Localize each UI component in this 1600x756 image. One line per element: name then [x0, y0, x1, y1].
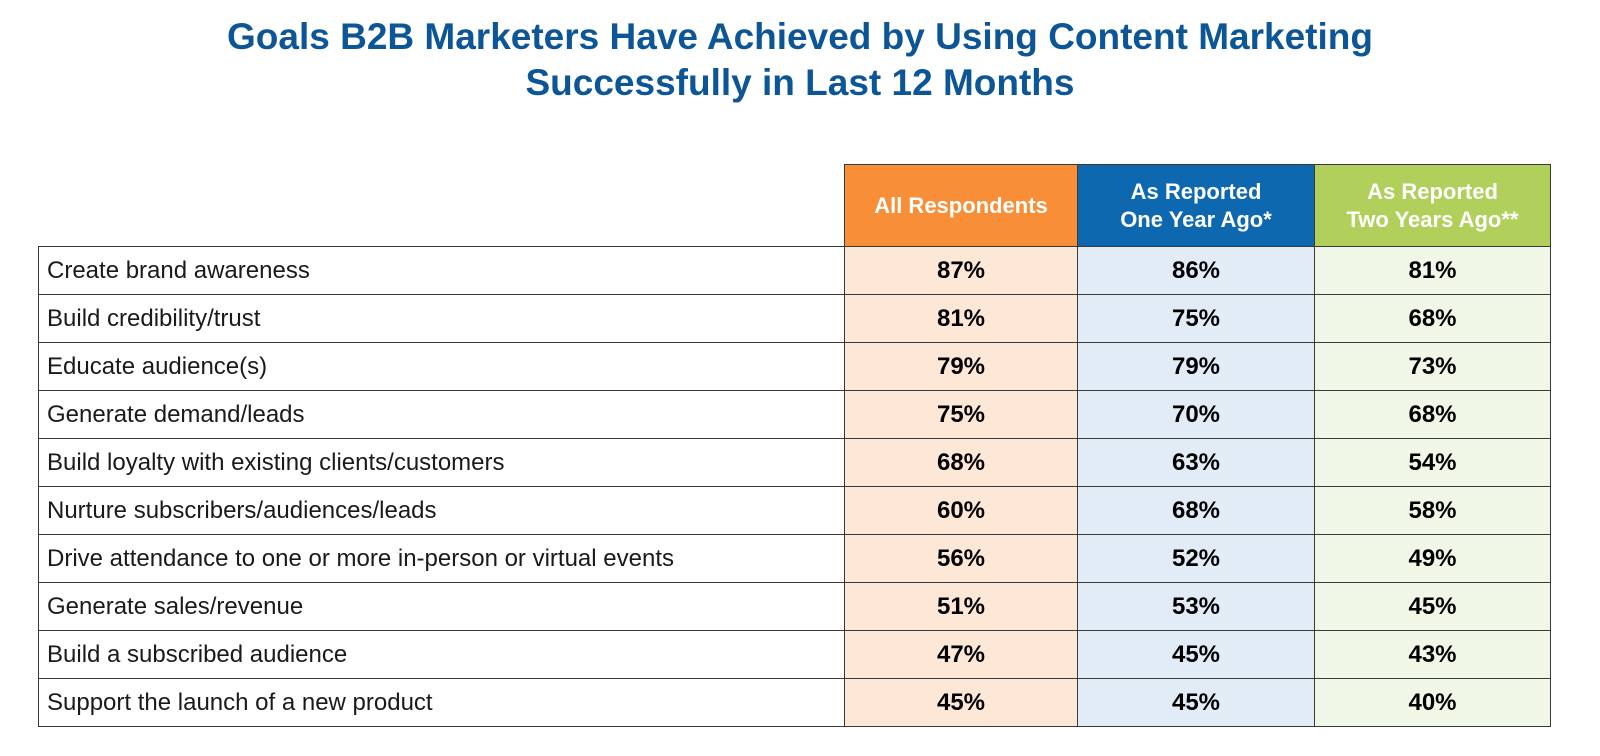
- header-one-year-ago: As Reported One Year Ago*: [1077, 164, 1315, 247]
- value-one-year-ago: 70%: [1077, 390, 1315, 439]
- table-row: Create brand awareness 87% 86% 81%: [38, 246, 1551, 295]
- header-two-years-ago: As Reported Two Years Ago**: [1314, 164, 1551, 247]
- value-one-year-ago: 75%: [1077, 294, 1315, 343]
- value-two-years-ago: 68%: [1314, 294, 1551, 343]
- value-one-year-ago: 45%: [1077, 678, 1315, 727]
- header-one-year-ago-line-2: One Year Ago*: [1120, 206, 1272, 232]
- goal-label: Build credibility/trust: [38, 294, 845, 343]
- header-row: All Respondents As Reported One Year Ago…: [39, 164, 1551, 247]
- table-row: Generate sales/revenue 51% 53% 45%: [38, 582, 1551, 631]
- chart-title-line-2: Successfully in Last 12 Months: [525, 62, 1075, 103]
- value-all-respondents: 81%: [844, 294, 1078, 343]
- value-two-years-ago: 68%: [1314, 390, 1551, 439]
- value-all-respondents: 47%: [844, 630, 1078, 679]
- header-two-years-ago-line-1: As Reported: [1367, 178, 1498, 204]
- value-one-year-ago: 52%: [1077, 534, 1315, 583]
- table-row: Drive attendance to one or more in-perso…: [38, 534, 1551, 583]
- value-two-years-ago: 54%: [1314, 438, 1551, 487]
- table-row: Support the launch of a new product 45% 45…: [38, 678, 1551, 727]
- goal-label: Build a subscribed audience: [38, 630, 845, 679]
- value-all-respondents: 56%: [844, 534, 1078, 583]
- chart-title: Goals B2B Marketers Have Achieved by Usi…: [0, 14, 1600, 106]
- header-all-respondents-label: All Respondents: [874, 192, 1048, 218]
- table-row: Build a subscribed audience 47% 45% 43%: [38, 630, 1551, 679]
- value-two-years-ago: 58%: [1314, 486, 1551, 535]
- header-blank-cell: [39, 165, 845, 247]
- value-two-years-ago: 73%: [1314, 342, 1551, 391]
- value-all-respondents: 60%: [844, 486, 1078, 535]
- value-one-year-ago: 45%: [1077, 630, 1315, 679]
- value-one-year-ago: 79%: [1077, 342, 1315, 391]
- value-all-respondents: 68%: [844, 438, 1078, 487]
- value-one-year-ago: 68%: [1077, 486, 1315, 535]
- value-two-years-ago: 40%: [1314, 678, 1551, 727]
- value-one-year-ago: 53%: [1077, 582, 1315, 631]
- value-all-respondents: 75%: [844, 390, 1078, 439]
- goal-label: Create brand awareness: [38, 246, 845, 295]
- value-one-year-ago: 63%: [1077, 438, 1315, 487]
- header-two-years-ago-line-2: Two Years Ago**: [1346, 206, 1519, 232]
- header-one-year-ago-line-1: As Reported: [1130, 178, 1262, 204]
- goal-label: Drive attendance to one or more in-perso…: [38, 534, 845, 583]
- table-row: Build loyalty with existing clients/cust…: [38, 438, 1551, 487]
- goal-label: Generate demand/leads: [38, 390, 845, 439]
- table-body: Create brand awareness 87% 86% 81% Build cre…: [38, 246, 1551, 727]
- value-all-respondents: 87%: [844, 246, 1078, 295]
- goal-label: Educate audience(s): [38, 342, 845, 391]
- goal-label: Support the launch of a new product: [38, 678, 845, 727]
- table-row: Nurture subscribers/audiences/leads 60% 68…: [38, 486, 1551, 535]
- header-all-respondents: All Respondents: [844, 164, 1078, 247]
- value-two-years-ago: 49%: [1314, 534, 1551, 583]
- table-row: Educate audience(s) 79% 79% 73%: [38, 342, 1551, 391]
- value-two-years-ago: 45%: [1314, 582, 1551, 631]
- goal-label: Nurture subscribers/audiences/leads: [38, 486, 845, 535]
- value-all-respondents: 51%: [844, 582, 1078, 631]
- table-row: Build credibility/trust 81% 75% 68%: [38, 294, 1551, 343]
- table-row: Generate demand/leads 75% 70% 68%: [38, 390, 1551, 439]
- value-two-years-ago: 43%: [1314, 630, 1551, 679]
- value-one-year-ago: 86%: [1077, 246, 1315, 295]
- goals-table: All Respondents As Reported One Year Ago…: [38, 164, 1551, 727]
- chart-title-line-1: Goals B2B Marketers Have Achieved by Usi…: [227, 16, 1373, 57]
- goal-label: Build loyalty with existing clients/cust…: [38, 438, 845, 487]
- value-all-respondents: 79%: [844, 342, 1078, 391]
- value-all-respondents: 45%: [844, 678, 1078, 727]
- goal-label: Generate sales/revenue: [38, 582, 845, 631]
- value-two-years-ago: 81%: [1314, 246, 1551, 295]
